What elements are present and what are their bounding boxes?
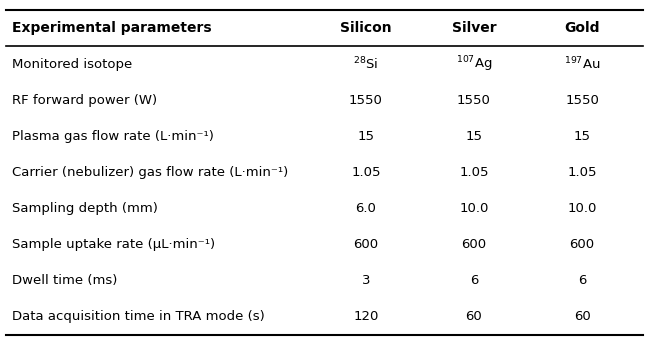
Text: 15: 15 <box>465 130 482 143</box>
Text: $^{197}$Au: $^{197}$Au <box>564 56 600 73</box>
Text: $^{107}$Ag: $^{107}$Ag <box>456 55 492 74</box>
Text: 1.05: 1.05 <box>351 166 380 179</box>
Text: $^{28}$Si: $^{28}$Si <box>353 56 378 73</box>
Text: 1550: 1550 <box>457 94 491 107</box>
Text: 6.0: 6.0 <box>356 202 376 215</box>
Text: 10.0: 10.0 <box>567 202 597 215</box>
Text: 600: 600 <box>353 238 378 251</box>
Text: Plasma gas flow rate (L·min⁻¹): Plasma gas flow rate (L·min⁻¹) <box>12 130 214 143</box>
Text: 3: 3 <box>361 274 370 287</box>
Text: Data acquisition time in TRA mode (s): Data acquisition time in TRA mode (s) <box>12 310 264 323</box>
Text: 6: 6 <box>578 274 586 287</box>
Text: 1.05: 1.05 <box>567 166 597 179</box>
Text: 60: 60 <box>574 310 591 323</box>
Text: 1550: 1550 <box>565 94 599 107</box>
Text: Gold: Gold <box>565 21 600 36</box>
Text: Experimental parameters: Experimental parameters <box>12 21 212 36</box>
Text: Carrier (nebulizer) gas flow rate (L·min⁻¹): Carrier (nebulizer) gas flow rate (L·min… <box>12 166 288 179</box>
Text: RF forward power (W): RF forward power (W) <box>12 94 157 107</box>
Text: Silver: Silver <box>452 21 496 36</box>
Text: 600: 600 <box>461 238 487 251</box>
Text: 120: 120 <box>353 310 378 323</box>
Text: 600: 600 <box>570 238 594 251</box>
Text: Sampling depth (mm): Sampling depth (mm) <box>12 202 158 215</box>
Text: 6: 6 <box>470 274 478 287</box>
Text: 1550: 1550 <box>349 94 383 107</box>
Text: 60: 60 <box>465 310 482 323</box>
Text: Dwell time (ms): Dwell time (ms) <box>12 274 117 287</box>
Text: Silicon: Silicon <box>340 21 391 36</box>
Text: Monitored isotope: Monitored isotope <box>12 58 132 71</box>
Text: 15: 15 <box>358 130 374 143</box>
Text: Sample uptake rate (μL·min⁻¹): Sample uptake rate (μL·min⁻¹) <box>12 238 215 251</box>
Text: 1.05: 1.05 <box>459 166 489 179</box>
Text: 15: 15 <box>574 130 591 143</box>
Text: 10.0: 10.0 <box>459 202 489 215</box>
